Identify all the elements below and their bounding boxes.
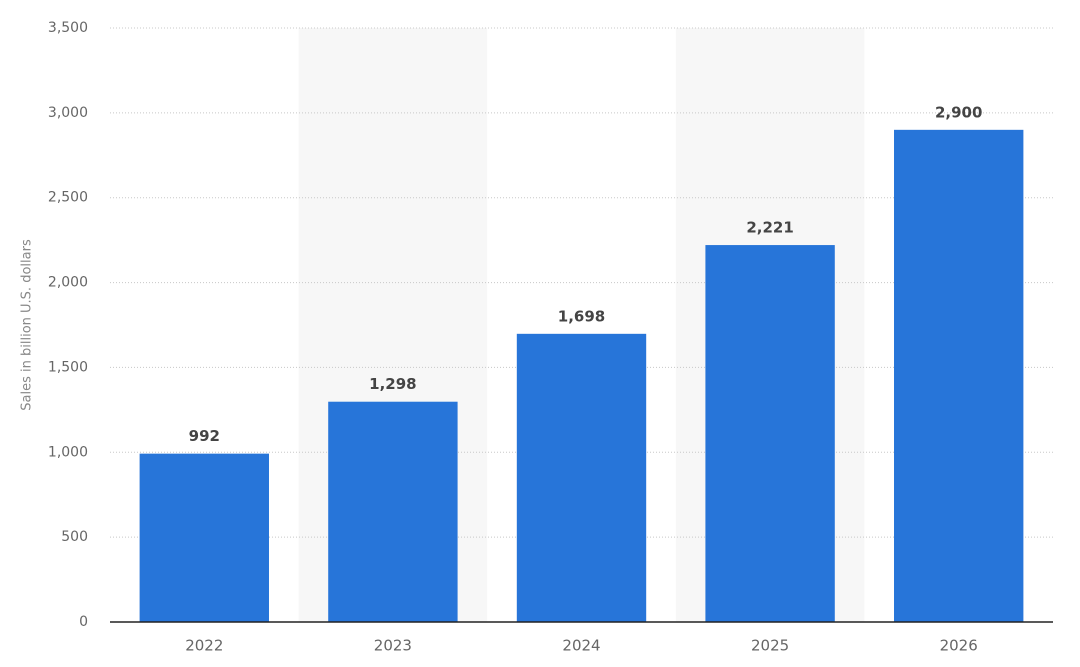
y-axis-label: Sales in billion U.S. dollars (20, 239, 35, 411)
y-tick-label: 1,000 (48, 444, 88, 460)
x-tick-label: 2025 (751, 637, 789, 655)
y-tick-label: 3,000 (48, 105, 88, 121)
value-label: 992 (189, 427, 220, 445)
x-tick-label: 2026 (940, 637, 978, 655)
y-tick-label: 1,500 (48, 359, 88, 375)
bar (894, 129, 1024, 623)
x-tick-label: 2022 (185, 637, 223, 655)
x-tick-label: 2024 (562, 637, 600, 655)
x-tick-label: 2023 (374, 637, 412, 655)
bar (328, 401, 458, 622)
value-label: 1,298 (369, 375, 416, 393)
bar (139, 453, 269, 622)
y-tick-label: 0 (79, 614, 88, 630)
value-label: 2,221 (746, 219, 793, 237)
y-tick-label: 500 (61, 529, 88, 545)
y-tick-label: 3,500 (48, 20, 88, 36)
value-label: 1,698 (558, 307, 605, 325)
value-label: 2,900 (935, 103, 982, 121)
y-tick-label: 2,500 (48, 190, 88, 206)
bar (705, 245, 835, 622)
bar (516, 333, 647, 622)
y-tick-label: 2,000 (48, 275, 88, 291)
